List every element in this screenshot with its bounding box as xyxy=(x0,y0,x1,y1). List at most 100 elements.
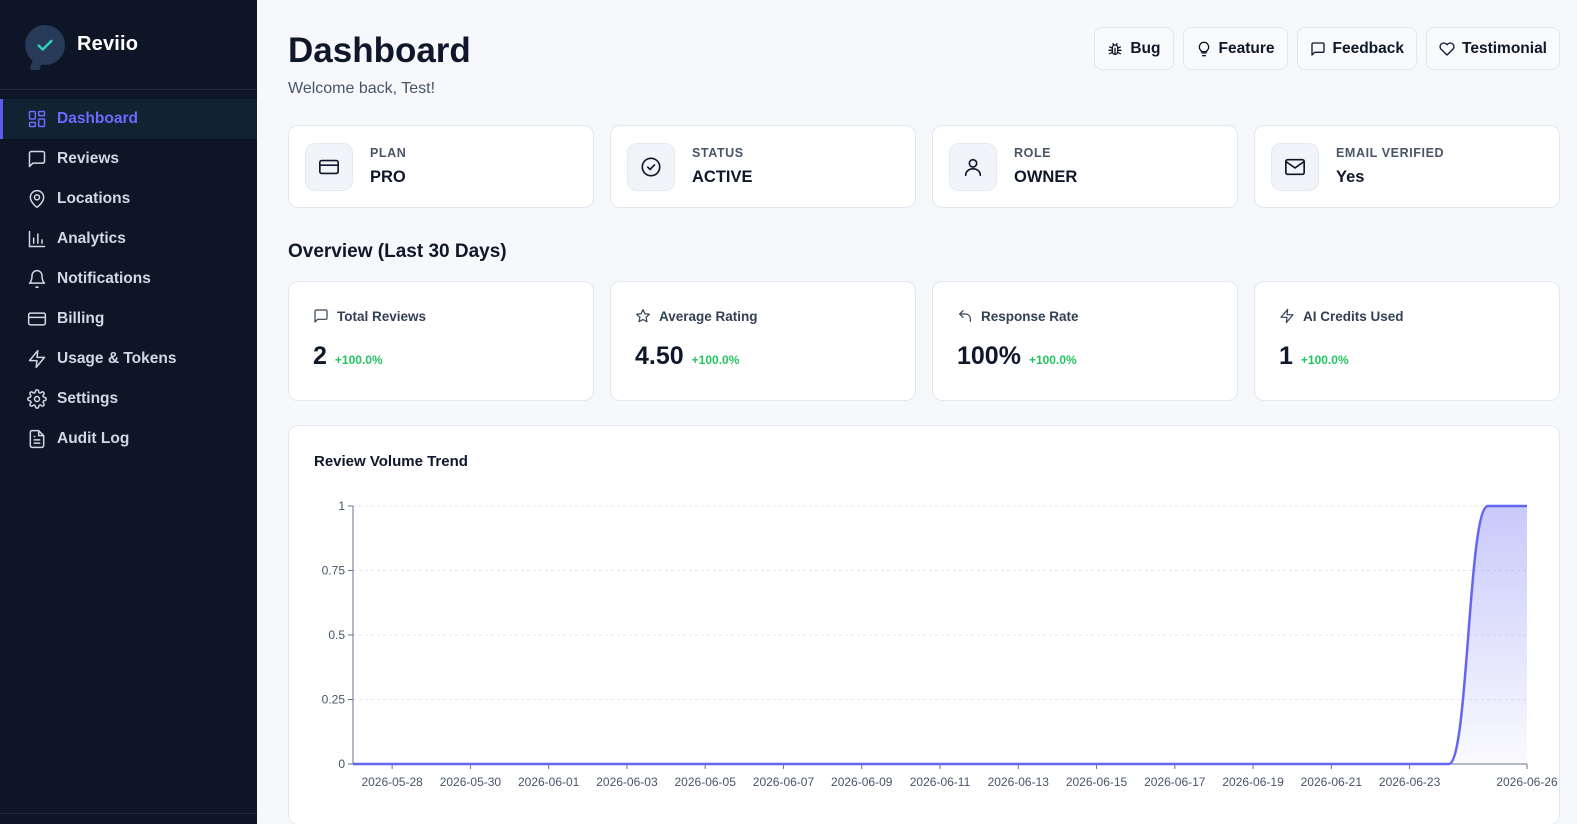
overview-title: Overview (Last 30 Days) xyxy=(288,241,507,262)
plan-card: PLAN PRO xyxy=(288,125,594,208)
review-volume-chart[interactable]: 0 0.25 0.5 0.75 1 2026-05-28 2026-05-30 2026-06… xyxy=(289,426,1561,824)
grid-icon xyxy=(28,110,46,128)
stats-row: Total Reviews 2 +100.0% Average Rating 4… xyxy=(288,281,1560,401)
feedback-button-label: Feedback xyxy=(1332,39,1405,57)
bug-button[interactable]: Bug xyxy=(1094,27,1174,70)
total-reviews-value: 2 xyxy=(313,342,327,370)
sidebar-item-audit-log[interactable]: Audit Log xyxy=(0,419,257,459)
x-tick-label: 2026-06-19 xyxy=(1222,775,1284,789)
feature-button[interactable]: Feature xyxy=(1182,27,1288,70)
plan-label: PLAN xyxy=(370,146,407,160)
credit-card-icon xyxy=(305,142,353,191)
logo-icon xyxy=(25,24,65,65)
page-title: Dashboard xyxy=(288,31,471,70)
bug-icon xyxy=(1108,42,1123,55)
welcome-message: Welcome back, Test! xyxy=(288,80,436,97)
bug-button-label: Bug xyxy=(1130,39,1161,57)
feedback-button[interactable]: Feedback xyxy=(1296,27,1418,70)
account-info-row: PLAN PRO STATUS ACTIVE ROLE OWNER xyxy=(288,125,1560,208)
message-square-icon xyxy=(1310,41,1325,56)
y-tick-label: 0.25 xyxy=(322,693,346,707)
total-reviews-label: Total Reviews xyxy=(337,308,427,324)
sidebar: Reviio Dashboard Reviews Locations Analy… xyxy=(0,0,257,824)
ai-credits-label: AI Credits Used xyxy=(1303,308,1404,324)
message-square-icon xyxy=(28,150,46,168)
response-rate-card: Response Rate 100% +100.0% xyxy=(932,281,1238,401)
average-rating-value: 4.50 xyxy=(635,342,684,370)
ai-credits-value: 1 xyxy=(1279,342,1293,370)
status-card: STATUS ACTIVE xyxy=(610,125,916,208)
sidebar-item-reviews[interactable]: Reviews xyxy=(0,139,257,179)
x-tick-label: 2026-06-17 xyxy=(1144,775,1206,789)
role-label: ROLE xyxy=(1014,146,1052,160)
x-tick-label: 2026-06-11 xyxy=(910,775,971,789)
total-reviews-card: Total Reviews 2 +100.0% xyxy=(288,281,594,401)
star-icon xyxy=(636,309,650,323)
sidebar-item-label: Analytics xyxy=(57,230,126,247)
brand[interactable]: Reviio xyxy=(0,0,257,90)
sidebar-item-label: Audit Log xyxy=(57,430,130,447)
user-icon xyxy=(949,142,997,191)
email-verified-card: EMAIL VERIFIED Yes xyxy=(1254,125,1560,208)
testimonial-button-label: Testimonial xyxy=(1462,39,1547,57)
x-tick-label: 2026-06-03 xyxy=(596,775,658,789)
sidebar-item-label: Locations xyxy=(57,190,131,207)
x-tick-label: 2026-06-26 xyxy=(1496,775,1558,789)
sidebar-item-settings[interactable]: Settings xyxy=(0,379,257,419)
zap-icon xyxy=(28,349,46,369)
sidebar-item-notifications[interactable]: Notifications xyxy=(0,259,257,299)
y-tick-label: 1 xyxy=(338,499,345,513)
sidebar-item-billing[interactable]: Billing xyxy=(0,299,257,339)
x-tick-label: 2026-05-30 xyxy=(440,775,502,789)
series-line[interactable] xyxy=(352,504,1527,766)
role-value: OWNER xyxy=(1014,168,1078,186)
sidebar-item-usage-tokens[interactable]: Usage & Tokens xyxy=(0,339,257,379)
bar-chart-icon xyxy=(28,230,46,248)
response-rate-value: 100% xyxy=(957,342,1021,370)
reply-icon xyxy=(959,310,971,322)
y-tick-label: 0.5 xyxy=(328,628,345,642)
heart-icon xyxy=(1439,41,1455,56)
role-card: ROLE OWNER xyxy=(932,125,1238,208)
average-rating-change: +100.0% xyxy=(691,353,740,367)
x-tick-label: 2026-06-09 xyxy=(831,775,893,789)
x-tick-label: 2026-06-21 xyxy=(1301,775,1363,789)
sidebar-item-analytics[interactable]: Analytics xyxy=(0,219,257,259)
ai-credits-change: +100.0% xyxy=(1300,353,1349,367)
credit-card-icon xyxy=(27,312,47,326)
x-tick-label: 2026-06-23 xyxy=(1379,775,1441,789)
message-square-icon xyxy=(314,309,328,323)
lightbulb-icon xyxy=(1198,41,1209,56)
sidebar-item-label: Settings xyxy=(57,390,119,407)
plan-value: PRO xyxy=(370,168,406,186)
brand-name: Reviio xyxy=(77,33,139,55)
x-tick-label: 2026-06-15 xyxy=(1066,775,1128,789)
status-label: STATUS xyxy=(692,146,744,160)
y-tick-label: 0 xyxy=(338,757,345,771)
average-rating-card: Average Rating 4.50 +100.0% xyxy=(610,281,916,401)
top-actions: Bug Feature Feedback Testimonial xyxy=(1094,27,1560,70)
x-tick-label: 2026-06-01 xyxy=(518,775,580,789)
status-value: ACTIVE xyxy=(692,168,753,186)
ai-credits-card: AI Credits Used 1 +100.0% xyxy=(1254,281,1560,401)
sidebar-item-label: Reviews xyxy=(57,150,120,167)
file-text-icon xyxy=(29,429,45,449)
main-content: Dashboard Welcome back, Test! Bug Featur… xyxy=(257,0,1577,824)
mail-icon xyxy=(1271,142,1319,191)
chart-title: Review Volume Trend xyxy=(314,453,468,470)
x-tick-label: 2026-06-05 xyxy=(675,775,737,789)
response-rate-label: Response Rate xyxy=(981,308,1079,324)
x-tick-label: 2026-06-07 xyxy=(753,775,815,789)
sidebar-item-label: Notifications xyxy=(57,270,151,287)
email-verified-label: EMAIL VERIFIED xyxy=(1336,146,1445,160)
sidebar-item-label: Usage & Tokens xyxy=(57,350,177,367)
testimonial-button[interactable]: Testimonial xyxy=(1426,27,1560,70)
sidebar-nav: Dashboard Reviews Locations Analytics No… xyxy=(0,90,257,459)
bell-icon xyxy=(28,269,46,289)
sidebar-divider xyxy=(0,813,257,814)
sidebar-item-dashboard[interactable]: Dashboard xyxy=(0,99,257,139)
total-reviews-change: +100.0% xyxy=(334,353,383,367)
feature-button-label: Feature xyxy=(1218,39,1275,57)
check-circle-icon xyxy=(627,142,675,191)
sidebar-item-locations[interactable]: Locations xyxy=(0,179,257,219)
